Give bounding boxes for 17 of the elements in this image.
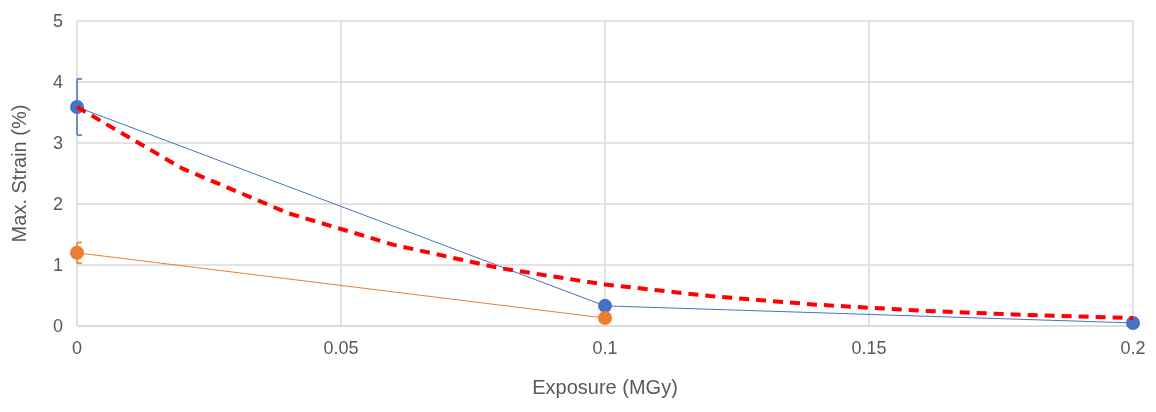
y-tick-label: 3	[52, 133, 63, 154]
x-axis-title: Exposure (MGy)	[532, 376, 678, 398]
y-tick-label: 1	[52, 255, 63, 276]
y-tick-label: 4	[52, 72, 63, 93]
point	[598, 298, 612, 313]
y-tick-label: 0	[52, 316, 63, 337]
point	[70, 245, 84, 260]
x-tick-label: 0.1	[592, 338, 618, 358]
x-tick-label: 0	[71, 338, 83, 358]
y-tick-label: 2	[52, 194, 63, 215]
x-tick-label: 0.05	[323, 338, 359, 358]
y-tick-label: 5	[52, 11, 63, 32]
y-axis-title: Max. Strain (%)	[8, 104, 30, 243]
point	[1126, 315, 1140, 330]
point	[598, 311, 612, 326]
x-tick-label: 0.15	[851, 338, 887, 358]
x-tick-label: 0.2	[1120, 338, 1146, 358]
